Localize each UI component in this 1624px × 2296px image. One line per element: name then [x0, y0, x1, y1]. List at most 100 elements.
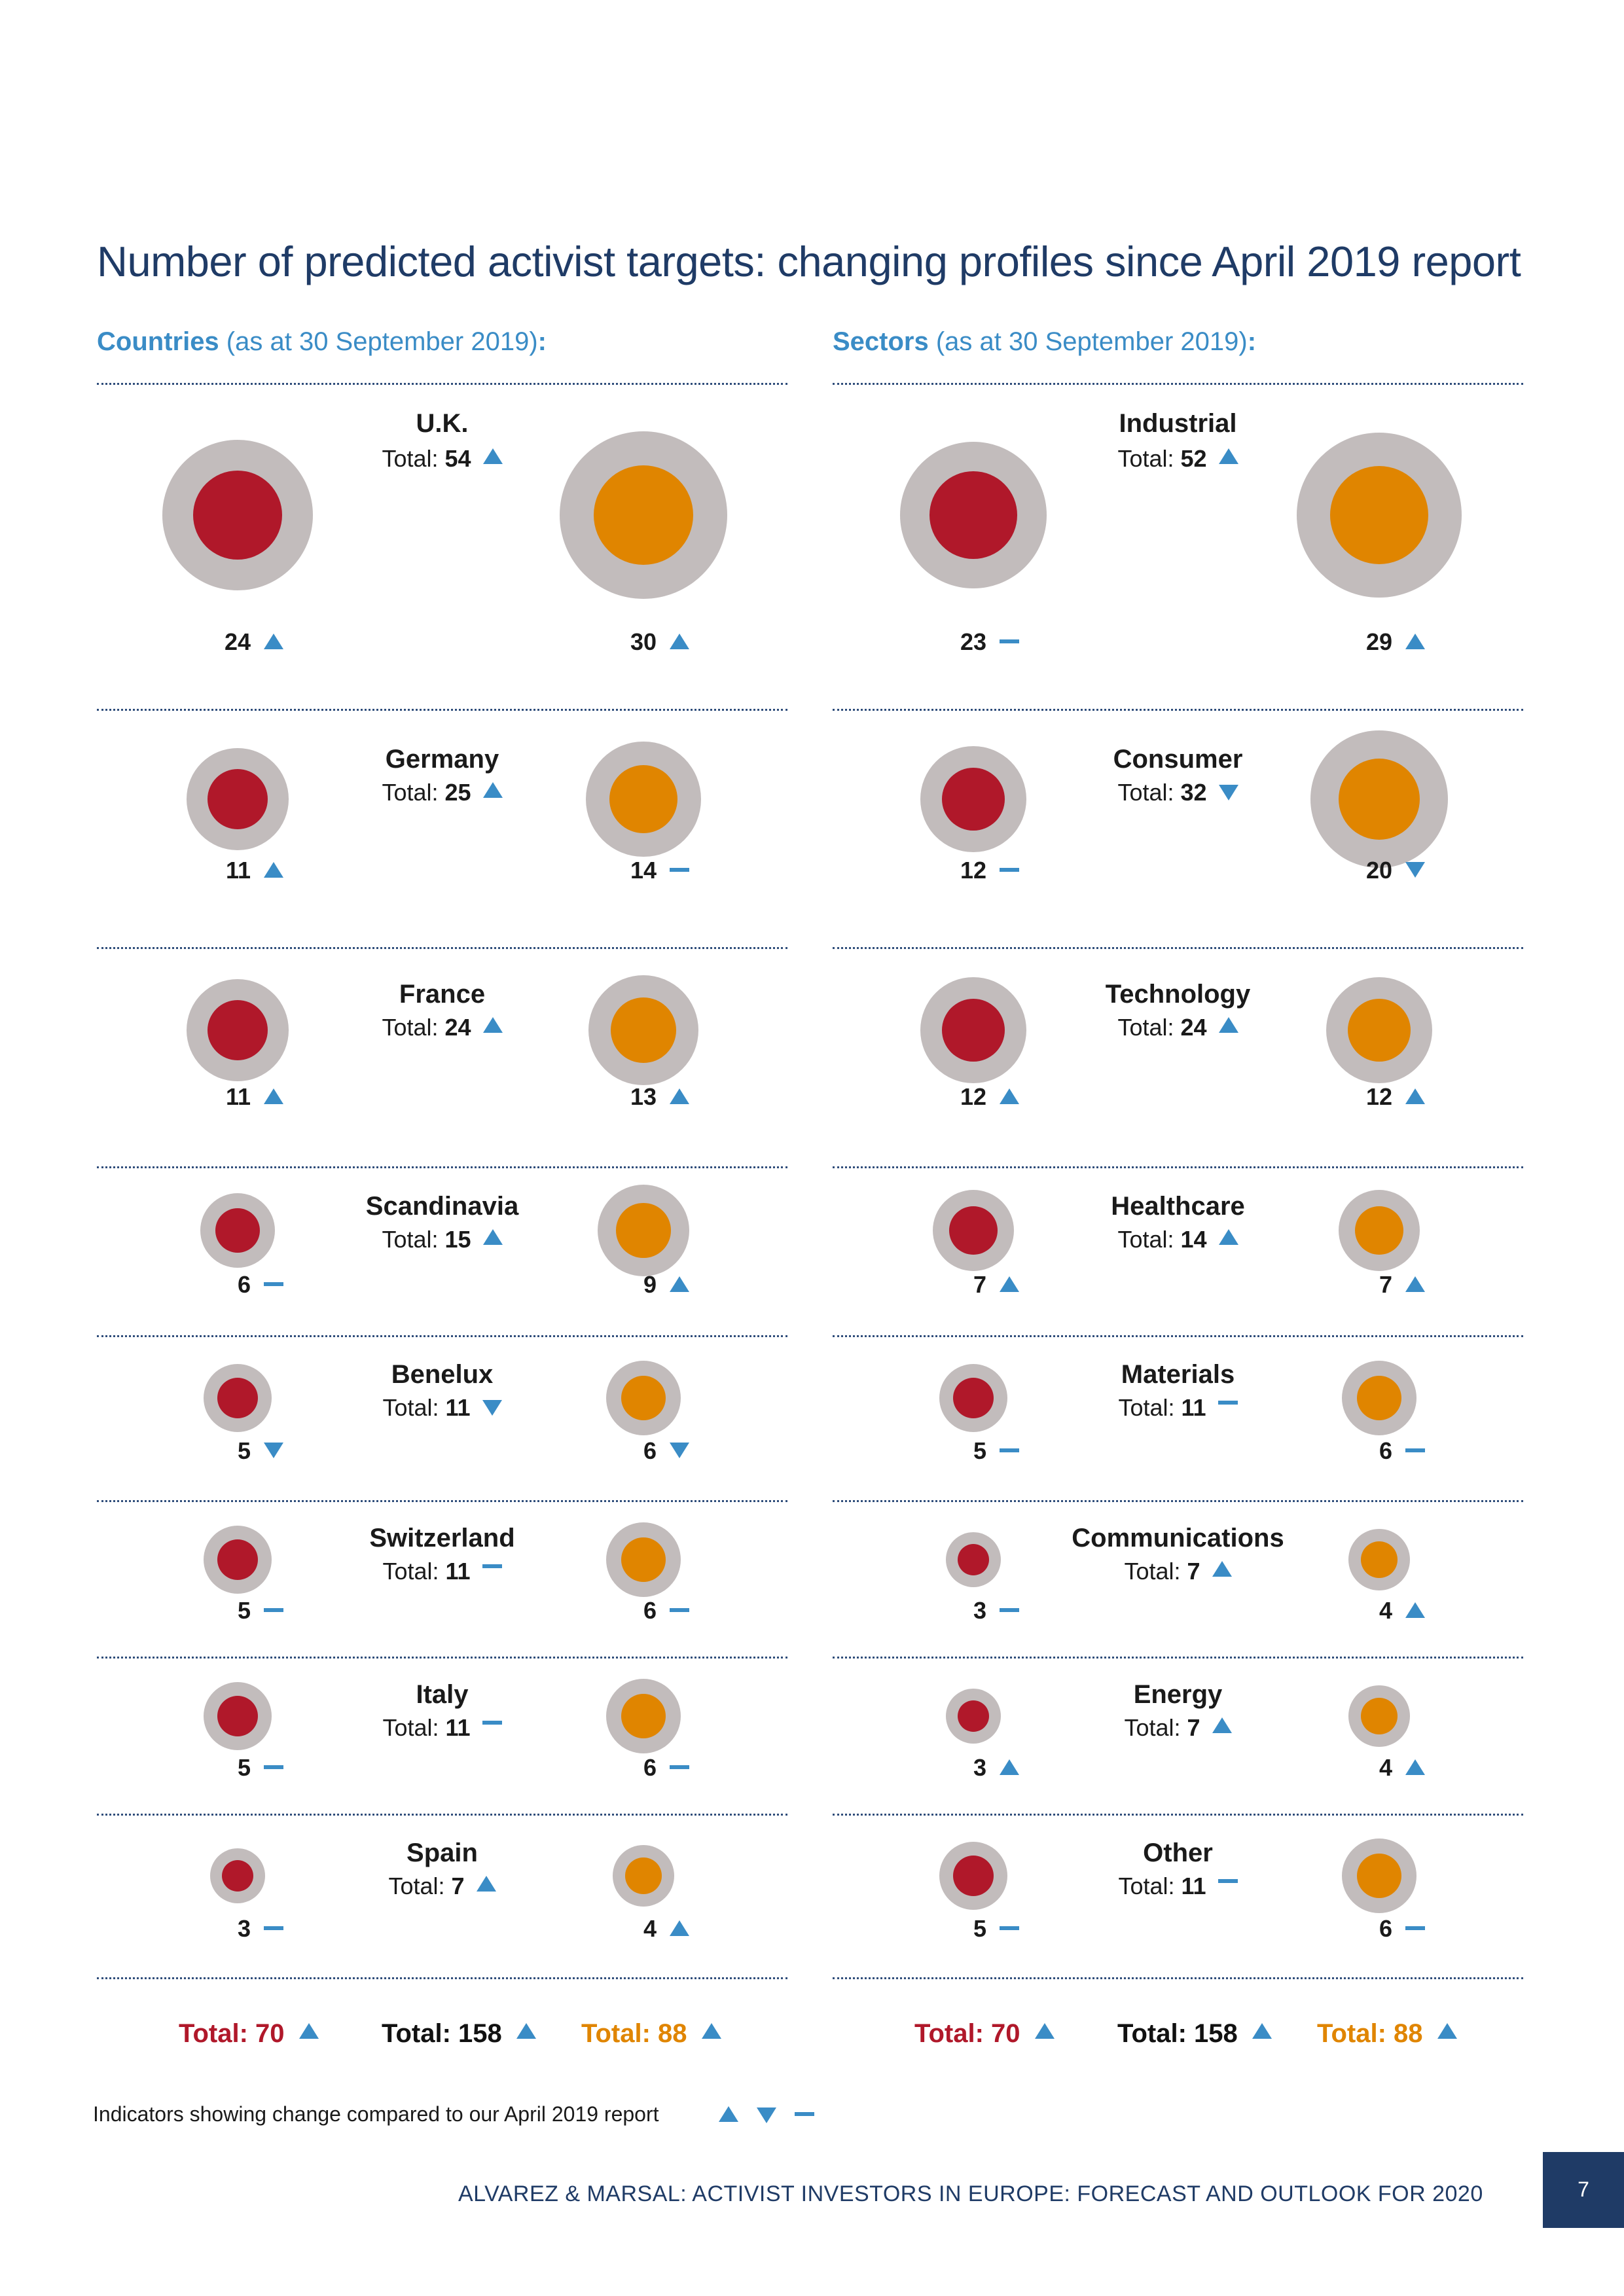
- grand-total-value: 158: [458, 2019, 502, 2048]
- orange-bubble: [621, 1375, 666, 1421]
- red-change-icon: [264, 1926, 283, 1930]
- row-label: U.K.: [416, 409, 469, 438]
- red-bubble: [952, 1377, 994, 1419]
- total-value: 7: [1187, 1558, 1200, 1585]
- row-divider: [833, 1166, 1523, 1168]
- grand-total-red: Total: 70: [914, 2019, 1055, 2049]
- page-title: Number of predicted activist targets: ch…: [97, 238, 1521, 285]
- grand-total-label: Total:: [179, 2019, 256, 2048]
- grand-total-value: 158: [1194, 2019, 1238, 2048]
- row-label: Other: [1143, 1839, 1213, 1867]
- total-value: 11: [1181, 1873, 1206, 1899]
- row-total: Total: 7: [982, 1558, 1375, 1585]
- up-arrow-icon: [1437, 2023, 1457, 2039]
- orange-bubble: [1356, 1375, 1402, 1421]
- orange-bubble: [1356, 1853, 1402, 1899]
- orange-change-icon: [670, 868, 689, 872]
- panel-heading-bold: Sectors: [833, 327, 929, 356]
- red-change-icon: [264, 1608, 283, 1612]
- orange-change-icon: [1405, 1448, 1425, 1452]
- red-count: 12: [960, 857, 986, 884]
- row-divider: [97, 1814, 787, 1816]
- orange-bubble: [621, 1537, 666, 1583]
- red-count: 6: [237, 1271, 251, 1298]
- orange-bubble: [1338, 758, 1420, 840]
- row-total: Total: 14: [982, 1226, 1375, 1253]
- row-divider: [833, 709, 1523, 711]
- total-value: 54: [444, 445, 471, 472]
- red-count: 7: [973, 1271, 986, 1298]
- red-bubble: [957, 1543, 990, 1576]
- total-value: 52: [1180, 445, 1207, 472]
- red-count: 3: [973, 1754, 986, 1781]
- orange-count: 6: [643, 1597, 657, 1624]
- orange-count: 30: [630, 628, 657, 655]
- row-label: Consumer: [1113, 745, 1243, 774]
- orange-count: 4: [1379, 1754, 1392, 1781]
- orange-bubble: [1361, 1698, 1398, 1734]
- orange-bubble: [616, 1203, 671, 1258]
- red-count: 3: [973, 1597, 986, 1624]
- panel-heading-colon: :: [1247, 327, 1257, 356]
- total-value: 11: [1181, 1394, 1206, 1421]
- row-divider: [97, 947, 787, 949]
- orange-bubble: [1347, 998, 1411, 1062]
- row-label: Switzerland: [369, 1524, 515, 1552]
- red-bubble: [217, 1695, 259, 1737]
- red-count: 24: [224, 628, 251, 655]
- red-bubble: [941, 767, 1005, 831]
- row-divider: [833, 1335, 1523, 1337]
- red-change-icon: [1000, 1448, 1019, 1452]
- row-divider: [97, 383, 787, 385]
- no-change-dash-icon: [1218, 1879, 1238, 1884]
- orange-change-icon: [670, 1443, 689, 1458]
- row-label: Italy: [416, 1680, 469, 1709]
- row-divider: [833, 1657, 1523, 1659]
- up-arrow-icon: [1212, 1561, 1232, 1577]
- red-change-icon: [1000, 868, 1019, 872]
- total-label: Total:: [1118, 1873, 1182, 1899]
- total-label: Total:: [1118, 1394, 1182, 1421]
- up-arrow-icon: [1212, 1717, 1232, 1734]
- total-label: Total:: [1117, 1014, 1181, 1041]
- row-label: Germany: [385, 745, 499, 774]
- total-label: Total:: [382, 1226, 445, 1253]
- legend-text: Indicators showing change compared to ou…: [93, 2102, 659, 2126]
- red-bubble: [957, 1700, 990, 1732]
- total-value: 11: [445, 1558, 471, 1585]
- panel-heading-bold: Countries: [97, 327, 219, 356]
- orange-bubble: [610, 997, 677, 1064]
- orange-change-icon: [670, 634, 689, 649]
- total-value: 32: [1180, 779, 1207, 806]
- legend-down-icon: [757, 2108, 776, 2123]
- up-arrow-icon: [701, 2023, 721, 2039]
- no-change-dash-icon: [1218, 1401, 1238, 1405]
- panel-heading: Sectors (as at 30 September 2019):: [833, 327, 1256, 357]
- red-bubble: [207, 999, 268, 1061]
- row-total: Total: 54: [246, 445, 639, 473]
- up-arrow-icon: [482, 1017, 503, 1033]
- grand-total-label: Total:: [914, 2019, 992, 2048]
- orange-bubble: [625, 1857, 662, 1894]
- total-value: 15: [444, 1226, 471, 1253]
- row-divider: [833, 947, 1523, 949]
- red-change-icon: [264, 1765, 283, 1769]
- orange-count: 4: [1379, 1597, 1392, 1624]
- total-label: Total:: [382, 445, 445, 472]
- orange-change-icon: [1405, 1759, 1425, 1775]
- orange-count: 9: [643, 1271, 657, 1298]
- orange-count: 6: [1379, 1915, 1392, 1942]
- orange-change-icon: [1405, 1926, 1425, 1930]
- red-change-icon: [264, 634, 283, 649]
- total-label: Total:: [382, 1014, 445, 1041]
- grand-total-label: Total:: [382, 2019, 459, 2048]
- orange-bubble: [1361, 1541, 1398, 1578]
- red-change-icon: [264, 1443, 283, 1458]
- red-count: 23: [960, 628, 986, 655]
- row-label: Technology: [1105, 980, 1251, 1009]
- grand-total-orange: Total: 88: [1317, 2019, 1457, 2049]
- grand-total-all: Total: 158: [1117, 2019, 1272, 2049]
- red-change-icon: [1000, 1759, 1019, 1775]
- row-total: Total: 11: [982, 1394, 1375, 1422]
- panel-heading: Countries (as at 30 September 2019):: [97, 327, 547, 357]
